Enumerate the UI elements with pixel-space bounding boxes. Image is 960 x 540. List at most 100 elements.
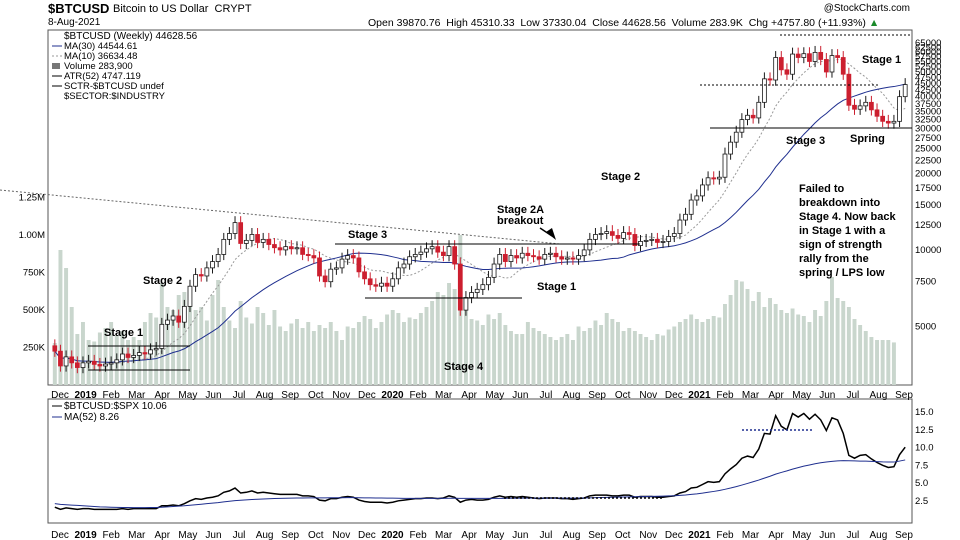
candle-body [317,257,322,277]
price-tick-label: 57500 [915,52,941,63]
price-candle [863,95,869,112]
price-candle [103,357,108,372]
volume-bar [266,325,271,385]
candle-body [750,114,756,119]
candle-body [632,234,638,246]
x-tick-label: Sep [281,390,299,401]
volume-bar [503,325,508,385]
price-candle [869,95,874,116]
volume-bar [390,310,395,385]
volume-bar [396,313,401,385]
volume-bar [340,340,344,385]
volume-tick-label: 1.00M [19,230,45,241]
price-candle [63,350,69,372]
volume-bar [891,342,896,385]
price-candle [638,234,643,252]
volume-bar [779,310,784,385]
price-candle [891,114,897,129]
volume-bar [599,325,604,385]
price-candle [232,216,238,240]
volume-tick-label: 250K [23,343,46,354]
price-candle [227,227,232,246]
price-candle [840,51,846,80]
close-label: Close [592,17,620,29]
candle-body [784,69,790,75]
price-candle [801,47,807,64]
x-tick-label: Jun [512,390,528,401]
candle-body [660,240,666,243]
x-tick-label-lower: Nov [639,530,657,540]
candle-body [249,234,255,241]
volume-bar [463,301,468,385]
volume-bar [379,322,384,385]
open-label: Open [368,17,394,29]
price-candle [716,170,722,185]
annotation-stage1_mid: Stage 1 [537,281,576,293]
price-candle [401,257,407,274]
volume-bar [537,331,542,385]
price-panel-frame [47,29,913,386]
candle-body [69,356,75,364]
volume-label: Volume [671,17,707,29]
candle-body [187,285,193,307]
price-candle [823,53,829,78]
price-candle [350,249,356,264]
volume-bar [278,326,283,385]
price-candle [497,247,503,270]
candle-body [131,355,137,358]
price-candle [632,228,638,252]
price-tick-label: 10000 [915,245,941,256]
candle-body [519,252,525,259]
candle-body [739,119,745,133]
breakout-arrow-icon [546,228,556,240]
price-candle [74,356,80,374]
volume-bar [723,304,727,385]
candle-body [238,222,244,244]
candle-body [666,235,672,242]
candle-body [300,247,305,255]
legend-ma30: MA(30) 44544.61 [64,41,137,52]
annotation-comment-line: rally from the [799,253,869,265]
price-candle [762,72,767,108]
candle-body [536,256,542,260]
volume-bar [542,334,547,385]
price-candle [418,245,424,261]
volume-bar [171,310,176,385]
legend-volume-swatch [52,63,60,69]
annotation-stage1_left: Stage 1 [104,327,143,339]
x-tick-label-lower: Aug [256,530,274,540]
candle-body [91,360,97,365]
price-candle [621,226,626,245]
volume-bar [362,316,367,385]
x-tick-label: Nov [639,390,657,401]
candle-body [728,141,733,155]
volume-bar [52,343,57,385]
volume-bar [323,328,328,385]
price-candle [395,261,401,285]
price-candle [773,51,779,86]
candle-body [880,115,886,122]
candle-body [446,246,452,256]
volume-bar [255,307,260,385]
price-candle [288,240,294,255]
lower-legend-ratio: $BTCUSD:$SPX 10.06 [64,401,167,412]
volume-bar [734,280,739,385]
annotation-comment-line: sign of strength [799,239,882,251]
candle-body [745,114,750,121]
candle-body [58,350,63,367]
price-candle [328,262,334,288]
annotation-spring: Spring [850,133,885,145]
price-tick-label: 62500 [915,42,941,53]
candle-body [52,345,58,352]
x-tick-label: Jul [846,390,859,401]
price-candle [176,309,182,328]
volume-bar [649,340,654,385]
candle-body [142,352,148,355]
candle-body [508,255,514,262]
volume-bar [852,319,857,385]
annotation-comment-line: Failed to [799,183,845,195]
volume-bar [306,322,311,385]
volume-bar [193,310,198,385]
price-candle [829,49,835,78]
price-candle [750,108,756,124]
